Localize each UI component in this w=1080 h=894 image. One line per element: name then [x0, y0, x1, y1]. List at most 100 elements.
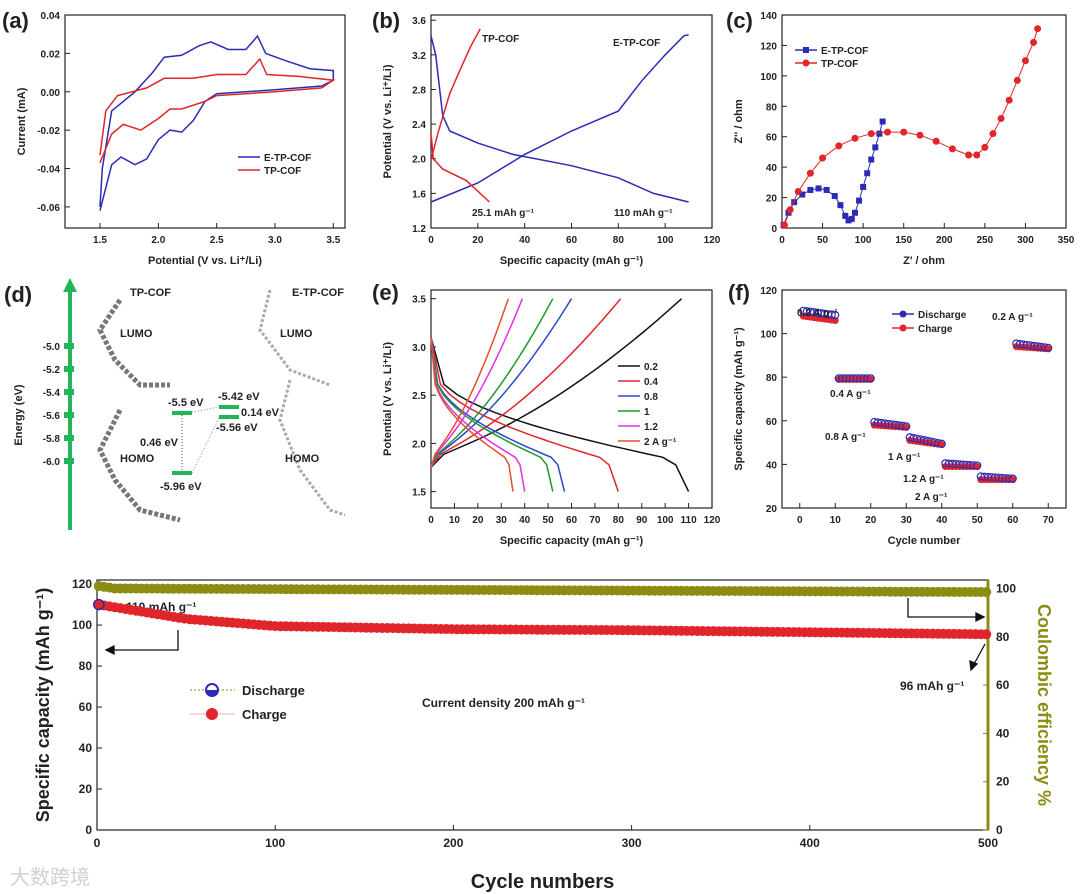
y-tick-label: 80 [79, 659, 93, 673]
y-tick-label: -0.02 [37, 126, 60, 137]
x-tick-label: 40 [519, 515, 531, 526]
data-point [868, 156, 875, 163]
series-tp-cof [99, 57, 336, 164]
tp-level-upper [172, 411, 192, 415]
y-tick-label: 40 [79, 741, 93, 755]
y2-axis-label: Coulombic efficiency % [1034, 604, 1054, 806]
x-tick-label: 150 [895, 235, 912, 246]
y-tick-label: 3.5 [412, 295, 426, 306]
y-tick-label: 60 [766, 417, 778, 428]
x-tick-label: 0 [94, 836, 101, 850]
y-axis-label: Potential (V vs. Li⁺/Li) [382, 342, 394, 456]
energy-ticks: -5.0 -5.2 -5.4 -5.6 -5.8 -6.0 [43, 342, 74, 468]
data-point [819, 154, 827, 162]
y-tick-label: 2.0 [412, 439, 426, 450]
x-tick-label: 400 [800, 836, 820, 850]
rate-label: 0.2 A g⁻¹ [992, 312, 1033, 323]
panel-label-c: (c) [726, 8, 753, 33]
x-tick-label: 300 [622, 836, 642, 850]
charge-curve-2 [430, 298, 573, 468]
plot-frame [430, 14, 713, 229]
data-point [1030, 38, 1038, 46]
x-tick-label: 30 [496, 515, 508, 526]
data-point [848, 215, 855, 222]
y-axis-label: Current (mA) [16, 87, 28, 155]
energy-tick [64, 435, 74, 441]
y-tick-label: 2.4 [412, 120, 426, 131]
e-gap-value: 0.14 eV [241, 407, 280, 419]
x-tick-label: 80 [613, 235, 625, 246]
x-tick-label: 300 [1017, 235, 1034, 246]
data-point [823, 186, 830, 193]
energy-tick [64, 458, 74, 464]
x-tick-label: 50 [817, 235, 829, 246]
panel-label-a: (a) [2, 8, 29, 33]
legend-label: 0.8 [644, 392, 658, 403]
data-point [981, 143, 989, 151]
g-annotation-arrows [99, 598, 986, 672]
y-tick-label: 120 [72, 577, 92, 591]
legend-label: E-TP-COF [821, 46, 868, 57]
x-tick-label: 80 [613, 515, 625, 526]
x-tick-label: 0 [428, 235, 434, 246]
y-tick-label: 20 [766, 194, 778, 205]
rate-label: 1.2 A g⁻¹ [903, 474, 944, 485]
x-tick-label: 100 [855, 235, 872, 246]
y-tick-label: 120 [760, 286, 777, 297]
y-tick-label: 140 [760, 11, 777, 22]
x-tick-label: 120 [704, 515, 721, 526]
y-tick-label: 100 [760, 72, 777, 83]
x-axis-label: Specific capacity (mAh g⁻¹) [500, 535, 644, 547]
data-point [883, 128, 891, 136]
y-tick-label: 60 [79, 700, 93, 714]
tp-cof-label: TP-COF [130, 287, 171, 299]
discharge-point [937, 439, 946, 448]
discharge-point [1008, 474, 1017, 483]
x-tick-label: 200 [443, 836, 463, 850]
y-tick-label: 80 [766, 102, 778, 113]
x-tick-label: 120 [704, 235, 721, 246]
x-tick-label: 3.5 [326, 235, 340, 246]
data-point [876, 130, 883, 137]
y-tick-label: 100 [72, 618, 92, 632]
y-tick-label: 3.2 [412, 51, 426, 62]
x-axis-label: Z' / ohm [903, 255, 945, 267]
charge-curve-4 [430, 298, 523, 468]
data-point [867, 130, 875, 138]
x-tick-label: 40 [519, 235, 531, 246]
x-tick-label: 40 [936, 515, 948, 526]
data-point [799, 191, 806, 198]
data-point [973, 151, 981, 159]
y-tick-label: 120 [760, 41, 777, 52]
legend-label: 2 A g⁻¹ [644, 437, 677, 448]
data-point [852, 209, 859, 216]
data-point [916, 131, 924, 139]
legend-marker-fill [206, 690, 218, 696]
x-tick-label: 10 [449, 515, 461, 526]
e-homo-label: HOMO [285, 453, 320, 465]
data-point [815, 185, 822, 192]
b-tp-capacity-label: 25.1 mAh g⁻¹ [472, 208, 535, 219]
y-tick-label: 0.02 [41, 49, 61, 60]
y2-tick-label: 20 [996, 775, 1010, 789]
energy-tick [64, 389, 74, 395]
y2-tick-label: 0 [996, 823, 1003, 837]
discharge-curve-1 [430, 337, 620, 492]
legend-label: Discharge [242, 683, 305, 698]
legend-label: 1.2 [644, 422, 658, 433]
energy-tick [64, 343, 74, 349]
e-tp-cof-label: E-TP-COF [292, 287, 344, 299]
discharge-point [902, 422, 911, 431]
e-level-lower [219, 415, 239, 419]
legend-label: TP-COF [821, 59, 858, 70]
panel-label-e: (e) [372, 280, 399, 305]
x-tick-label: 500 [978, 836, 998, 850]
x-tick-label: 2.0 [151, 235, 165, 246]
x-axis-label: Specific capacity (mAh g⁻¹) [500, 255, 644, 267]
x-tick-label: 110 [681, 515, 698, 526]
energy-tick [64, 366, 74, 372]
y-tick-label: 80 [766, 373, 778, 384]
legend-marker [803, 47, 809, 53]
charge-curve-3 [430, 298, 554, 468]
